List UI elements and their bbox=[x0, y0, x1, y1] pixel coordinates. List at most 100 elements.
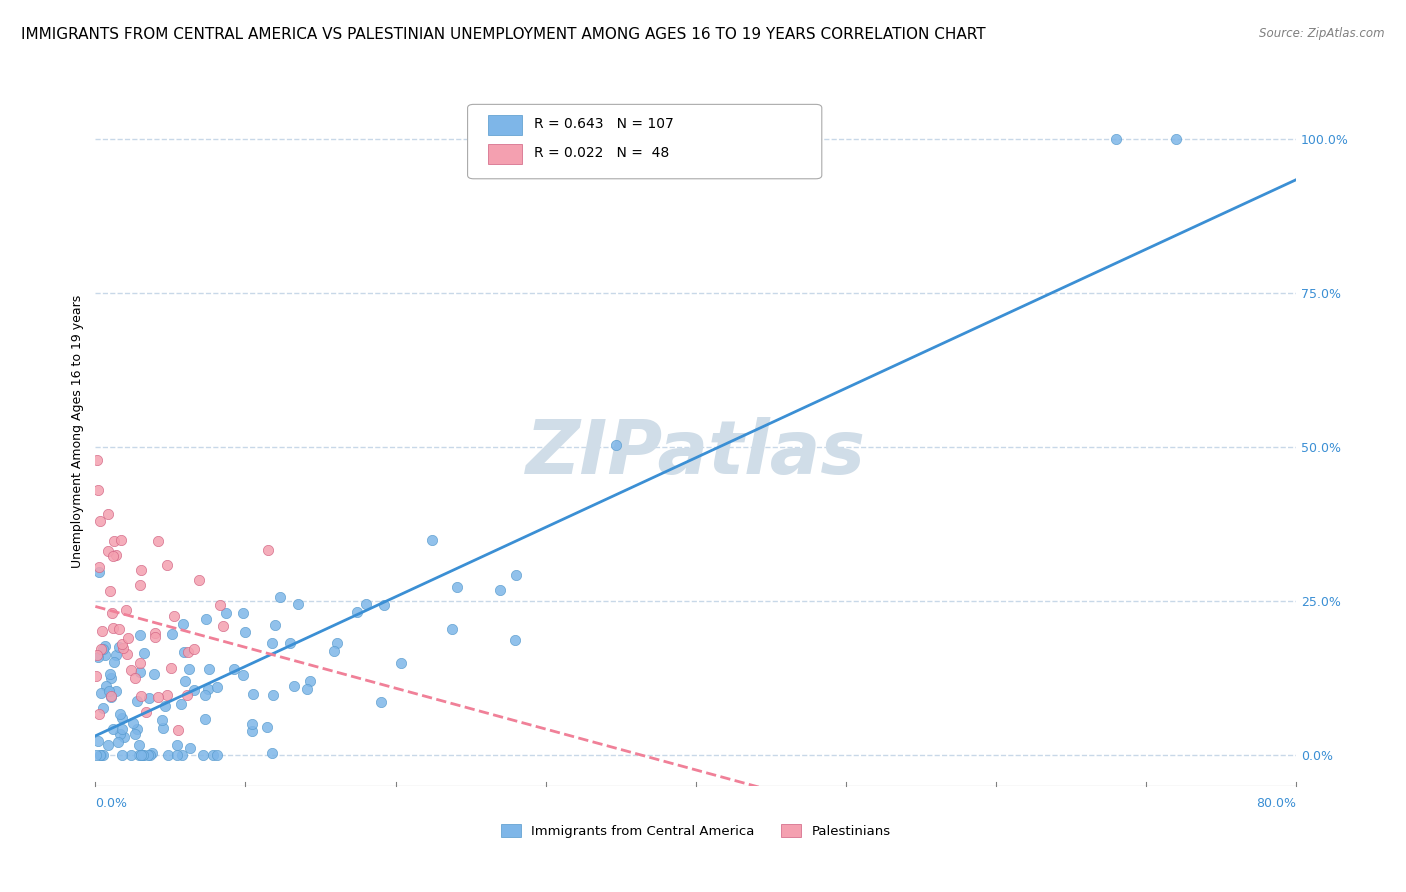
Point bbox=[132, 647, 155, 661]
Point bbox=[122, 716, 145, 731]
Point bbox=[87, 734, 110, 748]
Point bbox=[86, 452, 108, 467]
Point bbox=[146, 534, 169, 549]
Point bbox=[177, 645, 200, 659]
Point bbox=[194, 688, 217, 702]
Point bbox=[86, 648, 108, 662]
Point bbox=[87, 483, 110, 498]
Point bbox=[100, 690, 122, 704]
Point bbox=[100, 689, 122, 703]
Point bbox=[93, 648, 115, 662]
Point bbox=[103, 534, 125, 549]
Point bbox=[205, 680, 228, 694]
Point bbox=[110, 748, 132, 763]
Point bbox=[84, 748, 107, 763]
Point bbox=[194, 712, 217, 726]
Point bbox=[232, 668, 254, 682]
Point bbox=[104, 684, 127, 698]
Point bbox=[256, 720, 278, 734]
Point bbox=[373, 598, 395, 612]
Point bbox=[129, 656, 152, 670]
Point bbox=[89, 707, 111, 722]
Point bbox=[605, 438, 627, 452]
Point bbox=[89, 748, 111, 763]
Point bbox=[278, 636, 301, 650]
Point bbox=[187, 574, 209, 588]
Point bbox=[108, 706, 131, 721]
Point bbox=[111, 640, 134, 655]
Point bbox=[105, 548, 128, 562]
Point bbox=[205, 747, 228, 762]
Point bbox=[129, 563, 152, 577]
Point bbox=[125, 723, 148, 737]
Point bbox=[420, 533, 443, 547]
Point bbox=[191, 748, 214, 763]
Point bbox=[201, 748, 224, 763]
FancyBboxPatch shape bbox=[468, 104, 821, 178]
Text: 0.0%: 0.0% bbox=[96, 797, 128, 810]
Point bbox=[212, 618, 235, 632]
Point bbox=[131, 748, 153, 763]
Point bbox=[93, 640, 115, 654]
Point bbox=[129, 665, 152, 679]
Point bbox=[141, 746, 163, 760]
Point bbox=[156, 688, 179, 702]
Point bbox=[152, 721, 174, 735]
Point bbox=[120, 748, 142, 763]
Point bbox=[173, 645, 195, 659]
Point bbox=[222, 662, 245, 676]
Point bbox=[1164, 132, 1187, 146]
Text: Source: ZipAtlas.com: Source: ZipAtlas.com bbox=[1260, 27, 1385, 40]
Point bbox=[208, 598, 231, 612]
Point bbox=[197, 681, 219, 696]
Point bbox=[326, 635, 349, 649]
Point bbox=[143, 667, 166, 681]
Point bbox=[145, 626, 167, 640]
Point bbox=[146, 690, 169, 705]
Point bbox=[323, 644, 346, 658]
Point bbox=[257, 543, 280, 558]
Point bbox=[129, 578, 152, 592]
Point bbox=[90, 686, 112, 700]
Point bbox=[97, 508, 120, 522]
Point bbox=[160, 661, 183, 675]
Point bbox=[354, 597, 377, 611]
Point bbox=[93, 748, 115, 763]
Point bbox=[108, 727, 131, 741]
Point bbox=[150, 713, 173, 727]
Point bbox=[233, 625, 256, 640]
Point bbox=[103, 655, 125, 669]
Text: R = 0.022   N =  48: R = 0.022 N = 48 bbox=[534, 146, 669, 161]
Point bbox=[131, 748, 153, 763]
Text: ZIPatlas: ZIPatlas bbox=[526, 417, 866, 490]
Point bbox=[100, 671, 122, 685]
Point bbox=[108, 622, 131, 636]
Point bbox=[138, 690, 160, 705]
Point bbox=[156, 558, 179, 572]
Point bbox=[169, 697, 191, 711]
Legend: Immigrants from Central America, Palestinians: Immigrants from Central America, Palesti… bbox=[496, 819, 896, 843]
FancyBboxPatch shape bbox=[488, 144, 522, 164]
Point bbox=[170, 748, 193, 763]
Point bbox=[297, 682, 319, 697]
Point bbox=[505, 567, 527, 582]
Point bbox=[391, 656, 413, 670]
Point bbox=[176, 688, 198, 702]
Point bbox=[107, 735, 129, 749]
Point bbox=[183, 641, 205, 656]
Point bbox=[166, 748, 188, 763]
Point bbox=[262, 688, 284, 702]
Point bbox=[84, 669, 107, 683]
Point bbox=[269, 591, 291, 605]
Point bbox=[242, 687, 264, 701]
Point bbox=[91, 624, 114, 639]
Point bbox=[198, 662, 221, 676]
Point bbox=[108, 640, 131, 655]
Point bbox=[111, 711, 134, 725]
Point bbox=[91, 701, 114, 715]
Point bbox=[89, 514, 111, 528]
Text: R = 0.643   N = 107: R = 0.643 N = 107 bbox=[534, 117, 673, 131]
Text: IMMIGRANTS FROM CENTRAL AMERICA VS PALESTINIAN UNEMPLOYMENT AMONG AGES 16 TO 19 : IMMIGRANTS FROM CENTRAL AMERICA VS PALES… bbox=[21, 27, 986, 42]
Point bbox=[87, 649, 110, 664]
Point bbox=[283, 679, 305, 693]
